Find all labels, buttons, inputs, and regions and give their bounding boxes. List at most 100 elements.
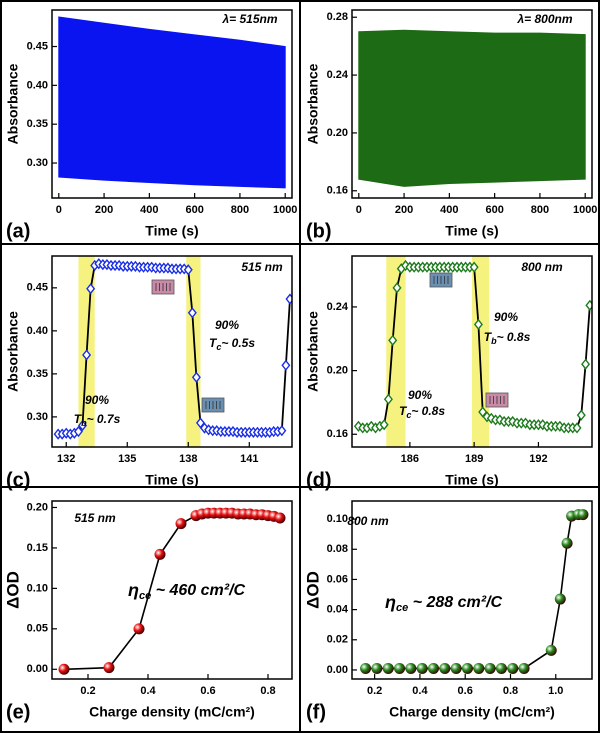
y-axis-title: Absorbance [5, 63, 21, 144]
x-tick-label: 141 [240, 453, 258, 465]
marker [577, 509, 589, 521]
panel-label: (f) [306, 701, 326, 723]
x-tick-label: 0.6 [200, 685, 215, 697]
y-tick-label: 0.10 [27, 582, 48, 594]
x-tick-label: 192 [529, 453, 547, 465]
marker [277, 425, 287, 437]
x-axis-title: Charge density (mC/cm²) [89, 704, 255, 720]
x-tick-label: 200 [395, 204, 413, 216]
marker [183, 264, 193, 276]
y-axis-title: ΔOD [3, 571, 22, 609]
y-tick-label: 0.08 [327, 543, 348, 555]
corner-label: 800 nm [521, 260, 563, 274]
annotation-time: Tb~ 0.7s [74, 412, 121, 428]
y-tick-label: 0.20 [327, 365, 348, 377]
panel-label: (c) [6, 469, 30, 491]
symbol: η [385, 592, 396, 612]
marker [585, 299, 592, 311]
plot-frame [51, 255, 293, 448]
x-tick-label: 1000 [573, 204, 597, 216]
marker [154, 548, 166, 560]
x-tick-label: 0.8 [503, 685, 518, 697]
marker [554, 593, 566, 605]
panel-label: (d) [306, 469, 332, 491]
y-tick-label: 0.30 [27, 157, 48, 169]
x-tick-label: 400 [440, 204, 458, 216]
marker [450, 662, 462, 674]
marker [469, 261, 479, 273]
marker [416, 662, 428, 674]
marker [103, 662, 115, 674]
x-tick-label: 1000 [273, 204, 297, 216]
marker [507, 662, 519, 674]
marker [195, 417, 205, 429]
annotation-percent: 90% [408, 388, 432, 402]
y-tick-label: 0.45 [27, 282, 48, 294]
efficiency-label: ηce ~ 460 cm²/C [128, 580, 246, 602]
y-tick-label: 0.05 [27, 623, 48, 635]
y-tick-label: 0.04 [327, 604, 349, 616]
panel: 0.16 0.20 0.24 186 189 192 Time (s) Absorbance (… [305, 255, 593, 491]
efficiency-text: ~ 460 cm²/C [151, 582, 245, 599]
corner-label: 515 nm [74, 511, 116, 525]
y-axis-title: Absorbance [305, 311, 321, 392]
x-axis-title: Time (s) [445, 472, 498, 488]
panel: 0.00 0.02 0.04 0.06 0.08 0.10 0.2 0.4 0.6 0.8 1.0 C… [303, 500, 593, 723]
marker [383, 393, 393, 405]
y-tick-label: 0.40 [27, 79, 48, 91]
marker [484, 662, 496, 674]
marker [86, 283, 96, 295]
annotation-time: Tc~ 0.5s [209, 336, 255, 352]
marker [388, 334, 398, 346]
x-tick-label: 600 [485, 204, 503, 216]
time-text: ~ 0.5s [221, 336, 255, 350]
x-tick-label: 0.4 [140, 685, 156, 697]
time-text: ~ 0.8s [497, 330, 531, 344]
marker [274, 512, 286, 524]
x-axis-title: Time (s) [145, 223, 198, 239]
x-tick-label: 186 [401, 453, 419, 465]
subscript: b [81, 418, 87, 428]
marker [405, 662, 417, 674]
marker [281, 359, 291, 371]
y-tick-label: 0.06 [327, 573, 348, 585]
plot-area [358, 29, 586, 187]
panel-label: (a) [6, 220, 30, 242]
y-tick-label: 0.20 [327, 127, 348, 139]
marker [360, 662, 372, 674]
y-axis-title: Absorbance [5, 311, 21, 392]
y-tick-label: 0.15 [27, 542, 48, 554]
plot-frame [351, 9, 593, 199]
marker [545, 644, 557, 656]
annotation-time: Tc~ 0.8s [399, 404, 445, 420]
annotation-percent: 90% [494, 310, 518, 324]
marker [572, 422, 582, 434]
efficiency-label: ηce ~ 288 cm²/C [385, 592, 503, 614]
highlight-span [186, 256, 201, 447]
y-axis-title: ΔOD [303, 571, 322, 609]
marker [382, 662, 394, 674]
marker [518, 662, 530, 674]
marker [495, 662, 507, 674]
panel-label: (b) [306, 220, 332, 242]
corner-label: λ= 800nm [516, 12, 572, 26]
marker [581, 358, 591, 370]
marker [285, 293, 292, 305]
corner-label: λ= 515nm [221, 12, 277, 26]
marker [73, 425, 83, 438]
marker [133, 623, 145, 635]
marker [394, 662, 406, 674]
annotation-time: Tb~ 0.8s [484, 330, 531, 346]
y-tick-label: 0.00 [327, 664, 348, 676]
subscript: ce [396, 602, 408, 614]
y-tick-label: 0.16 [327, 428, 348, 440]
panel: 0.30 0.35 0.40 0.45 0 200 400 600 800 1000 Time (s… [5, 9, 297, 242]
y-tick-label: 0.45 [27, 40, 48, 52]
y-tick-label: 0.35 [27, 368, 48, 380]
symbol: η [128, 580, 139, 600]
y-axis-title: Absorbance [305, 63, 321, 144]
x-tick-label: 0 [356, 204, 362, 216]
x-tick-label: 0 [56, 204, 62, 216]
